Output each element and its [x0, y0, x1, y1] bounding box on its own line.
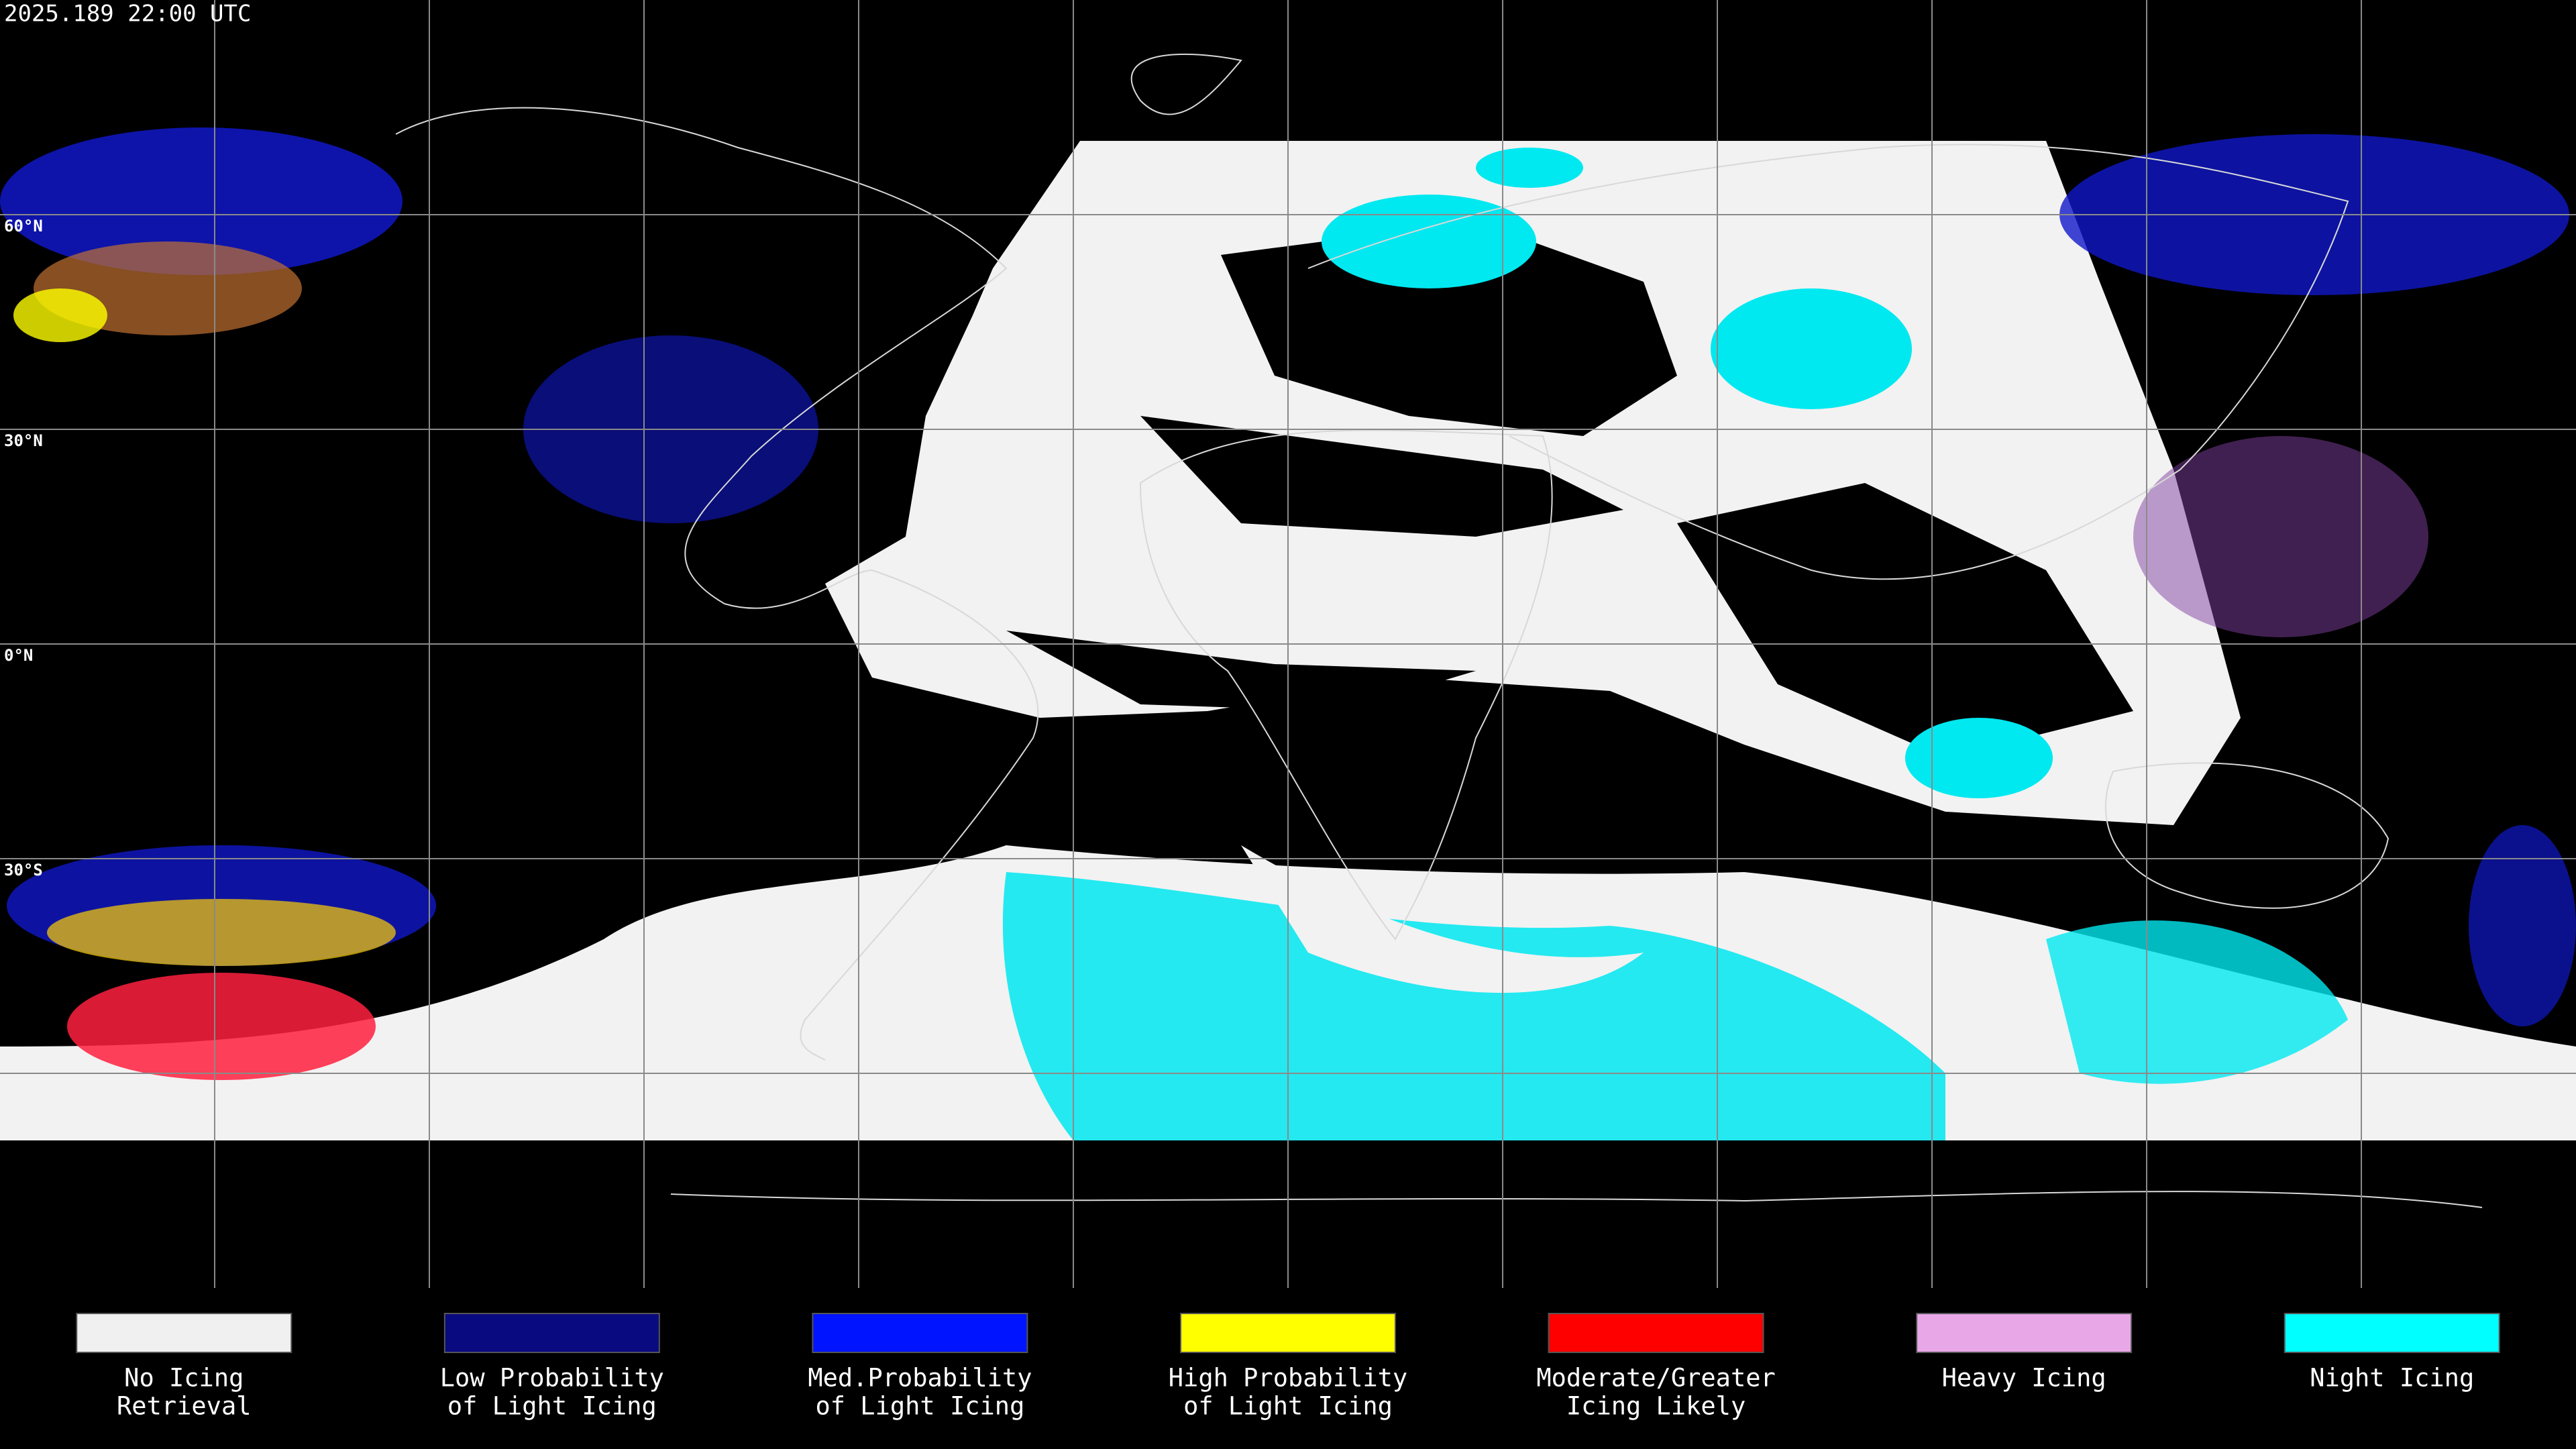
legend-swatch: [443, 1313, 660, 1353]
legend-label: Heavy Icing: [1942, 1364, 2106, 1393]
graticule: [0, 0, 2576, 1288]
legend-label: Med.Probability: [808, 1364, 1032, 1393]
legend-label: Retrieval: [117, 1392, 251, 1421]
legend-label: of Light Icing: [815, 1392, 1024, 1421]
latitude-label: 60°N: [4, 217, 43, 235]
legend-swatch: [1916, 1313, 2133, 1353]
legend-label: Night Icing: [2310, 1364, 2474, 1393]
legend-swatch: [1548, 1313, 1764, 1353]
icing-field: [0, 127, 2576, 1080]
legend-item: Heavy Icing: [1916, 1313, 2133, 1393]
legend-label: No Icing: [124, 1364, 244, 1393]
legend-label: Low Probability: [440, 1364, 664, 1393]
timestamp: 2025.189 22:00 UTC: [4, 1, 251, 28]
legend-label: High Probability: [1169, 1364, 1407, 1393]
latitude-label: 0°N: [4, 646, 33, 665]
legend-swatch: [76, 1313, 292, 1353]
latitude-label: 30°S: [4, 861, 43, 879]
legend-swatch: [2284, 1313, 2500, 1353]
coastline: [395, 53, 2483, 1208]
legend-swatch: [812, 1313, 1028, 1353]
latitude-label: 30°N: [4, 431, 43, 450]
legend-item: Night Icing: [2284, 1313, 2500, 1393]
legend-swatch: [1180, 1313, 1396, 1353]
legend-label: Moderate/Greater: [1536, 1364, 1775, 1393]
latitude-labels: 60°N 30°N 0°N 30°S: [4, 217, 43, 879]
legend-label: of Light Icing: [447, 1392, 657, 1421]
legend-label: Icing Likely: [1566, 1392, 1746, 1421]
legend-label: of Light Icing: [1183, 1392, 1393, 1421]
